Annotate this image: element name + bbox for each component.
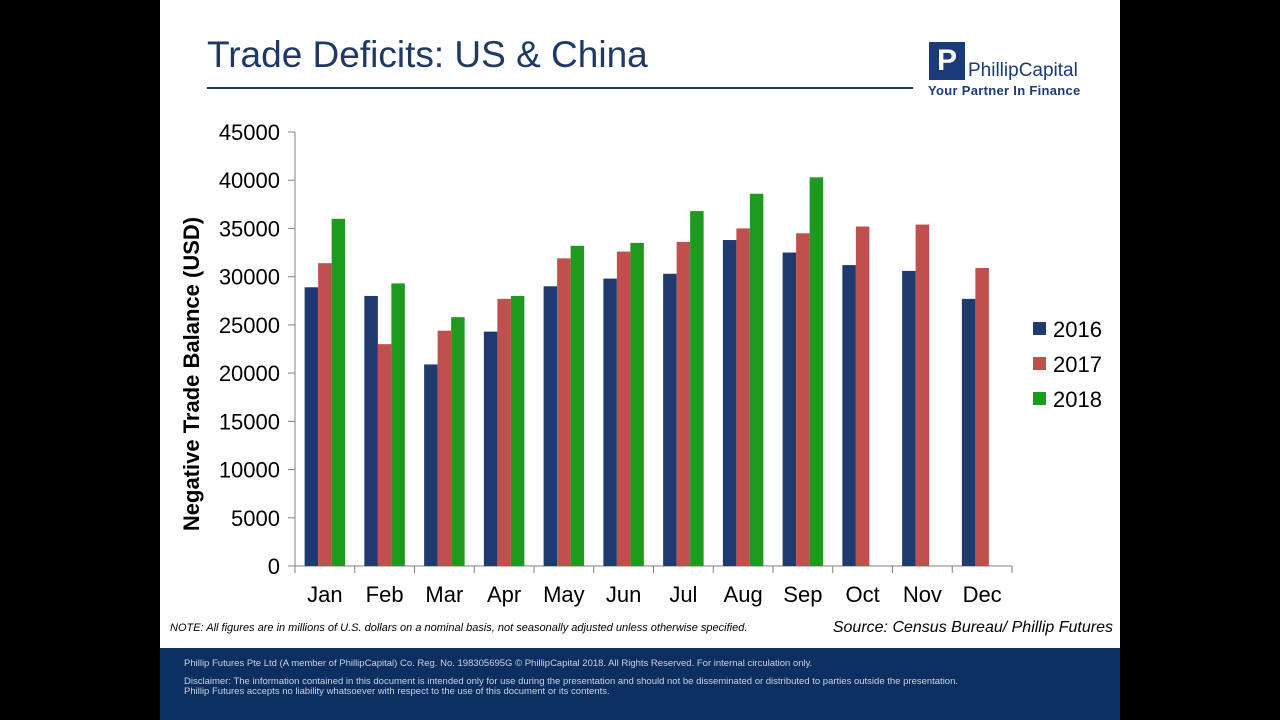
bar-2018-feb [391, 283, 405, 566]
bar-2016-sep [782, 252, 797, 567]
y-tick-label: 10000 [219, 458, 280, 483]
bar-2018-jul [690, 211, 704, 566]
bar-2016-apr [483, 331, 498, 566]
bar-2018-jan [331, 218, 346, 567]
bar-2016-jan [304, 287, 319, 566]
bar-2018-apr [510, 295, 525, 566]
slide: Trade Deficits: US & China P PhillipCapi… [160, 0, 1120, 720]
y-axis-title: Negative Trade Balance (USD) [179, 217, 204, 531]
x-tick-label: May [543, 582, 585, 607]
bar-2017-may [557, 258, 571, 566]
logo-mark-letter: P [936, 44, 957, 77]
y-tick-label: 20000 [219, 361, 280, 386]
footer-copyright: Phillip Futures Pte Ltd (A member of Phi… [184, 658, 813, 669]
legend-label-2016: 2016 [1053, 317, 1102, 342]
bar-2017-sep [796, 233, 810, 566]
bar-2016-jul [663, 273, 677, 566]
legend-swatch-2016 [1033, 322, 1046, 335]
footer-liability: Phillip Futures accepts no liability wha… [184, 686, 610, 697]
x-tick-label: Sep [783, 582, 822, 607]
footer-disclaimer: Disclaimer: The information contained in… [184, 676, 959, 687]
bar-2017-dec [975, 267, 989, 566]
y-tick-label: 35000 [219, 216, 280, 241]
legend-label-2017: 2017 [1053, 352, 1102, 377]
bar-chart: 0 5000 10000 15000 20000 25000 30000 35000 40000… [179, 120, 1102, 607]
x-tick-label: Feb [366, 582, 404, 607]
y-tick-label: 40000 [219, 168, 280, 193]
legend: 2016 2017 2018 [1033, 317, 1102, 412]
y-tick-label: 0 [268, 554, 280, 579]
x-tick-label: Apr [487, 582, 521, 607]
x-tick-label: Jul [669, 582, 697, 607]
bar-2018-sep [809, 177, 824, 566]
bar-2017-jun [616, 251, 631, 566]
bar-2016-may [543, 286, 558, 566]
logo-name: PhillipCapital [968, 60, 1078, 81]
bar-2017-nov [915, 224, 930, 566]
bar-2016-feb [364, 295, 378, 566]
x-tick-label: Jun [606, 582, 641, 607]
x-tick-label: Mar [425, 582, 463, 607]
brand-logo: P PhillipCapital Your Partner In Finance [927, 40, 1102, 102]
title-divider [207, 87, 913, 89]
y-tick-label: 15000 [219, 409, 280, 434]
x-tick-label: Jan [307, 582, 342, 607]
bar-2016-dec [961, 298, 976, 566]
bar-2017-apr [497, 298, 511, 566]
legend-swatch-2017 [1033, 357, 1046, 370]
y-tick-label: 30000 [219, 265, 280, 290]
y-tick-label: 25000 [219, 313, 280, 338]
bar-2017-jan [318, 263, 332, 566]
slide-title: Trade Deficits: US & China [207, 34, 648, 75]
footnote: NOTE: All figures are in millions of U.S… [170, 622, 748, 634]
logo-mark-icon: P [929, 42, 965, 80]
x-tick-label: Aug [724, 582, 763, 607]
y-axis: 0 5000 10000 15000 20000 25000 30000 35000 40000… [219, 120, 296, 579]
bars [304, 177, 989, 567]
legend-swatch-2018 [1033, 392, 1046, 405]
bar-2017-feb [377, 344, 392, 566]
bar-2017-oct [855, 226, 870, 566]
bar-2016-aug [722, 240, 737, 567]
bar-2016-nov [902, 270, 916, 566]
bar-2017-mar [437, 330, 452, 566]
logo-tagline: Your Partner In Finance [928, 83, 1081, 98]
bar-2016-jun [603, 278, 617, 566]
bar-2018-mar [451, 317, 465, 566]
legend-label-2018: 2018 [1053, 387, 1102, 412]
bar-2017-jul [676, 241, 691, 567]
x-axis: Jan Feb Mar Apr May Jun Jul Aug Sep Oct Nov Dec [294, 565, 1013, 607]
x-tick-label: Oct [846, 582, 880, 607]
bar-2016-oct [842, 265, 856, 566]
footer-bar: Phillip Futures Pte Ltd (A member of Phi… [160, 648, 1120, 720]
x-tick-label: Nov [903, 582, 942, 607]
y-tick-label: 45000 [219, 120, 280, 145]
y-tick-label: 5000 [231, 506, 280, 531]
bar-2018-jun [630, 242, 644, 566]
bar-2018-may [570, 245, 585, 566]
bar-2017-aug [736, 228, 750, 566]
x-tick-label: Dec [963, 582, 1002, 607]
bar-2018-aug [749, 193, 764, 567]
source-label: Source: Census Bureau/ Phillip Futures [832, 619, 1113, 636]
bar-2016-mar [424, 364, 438, 566]
